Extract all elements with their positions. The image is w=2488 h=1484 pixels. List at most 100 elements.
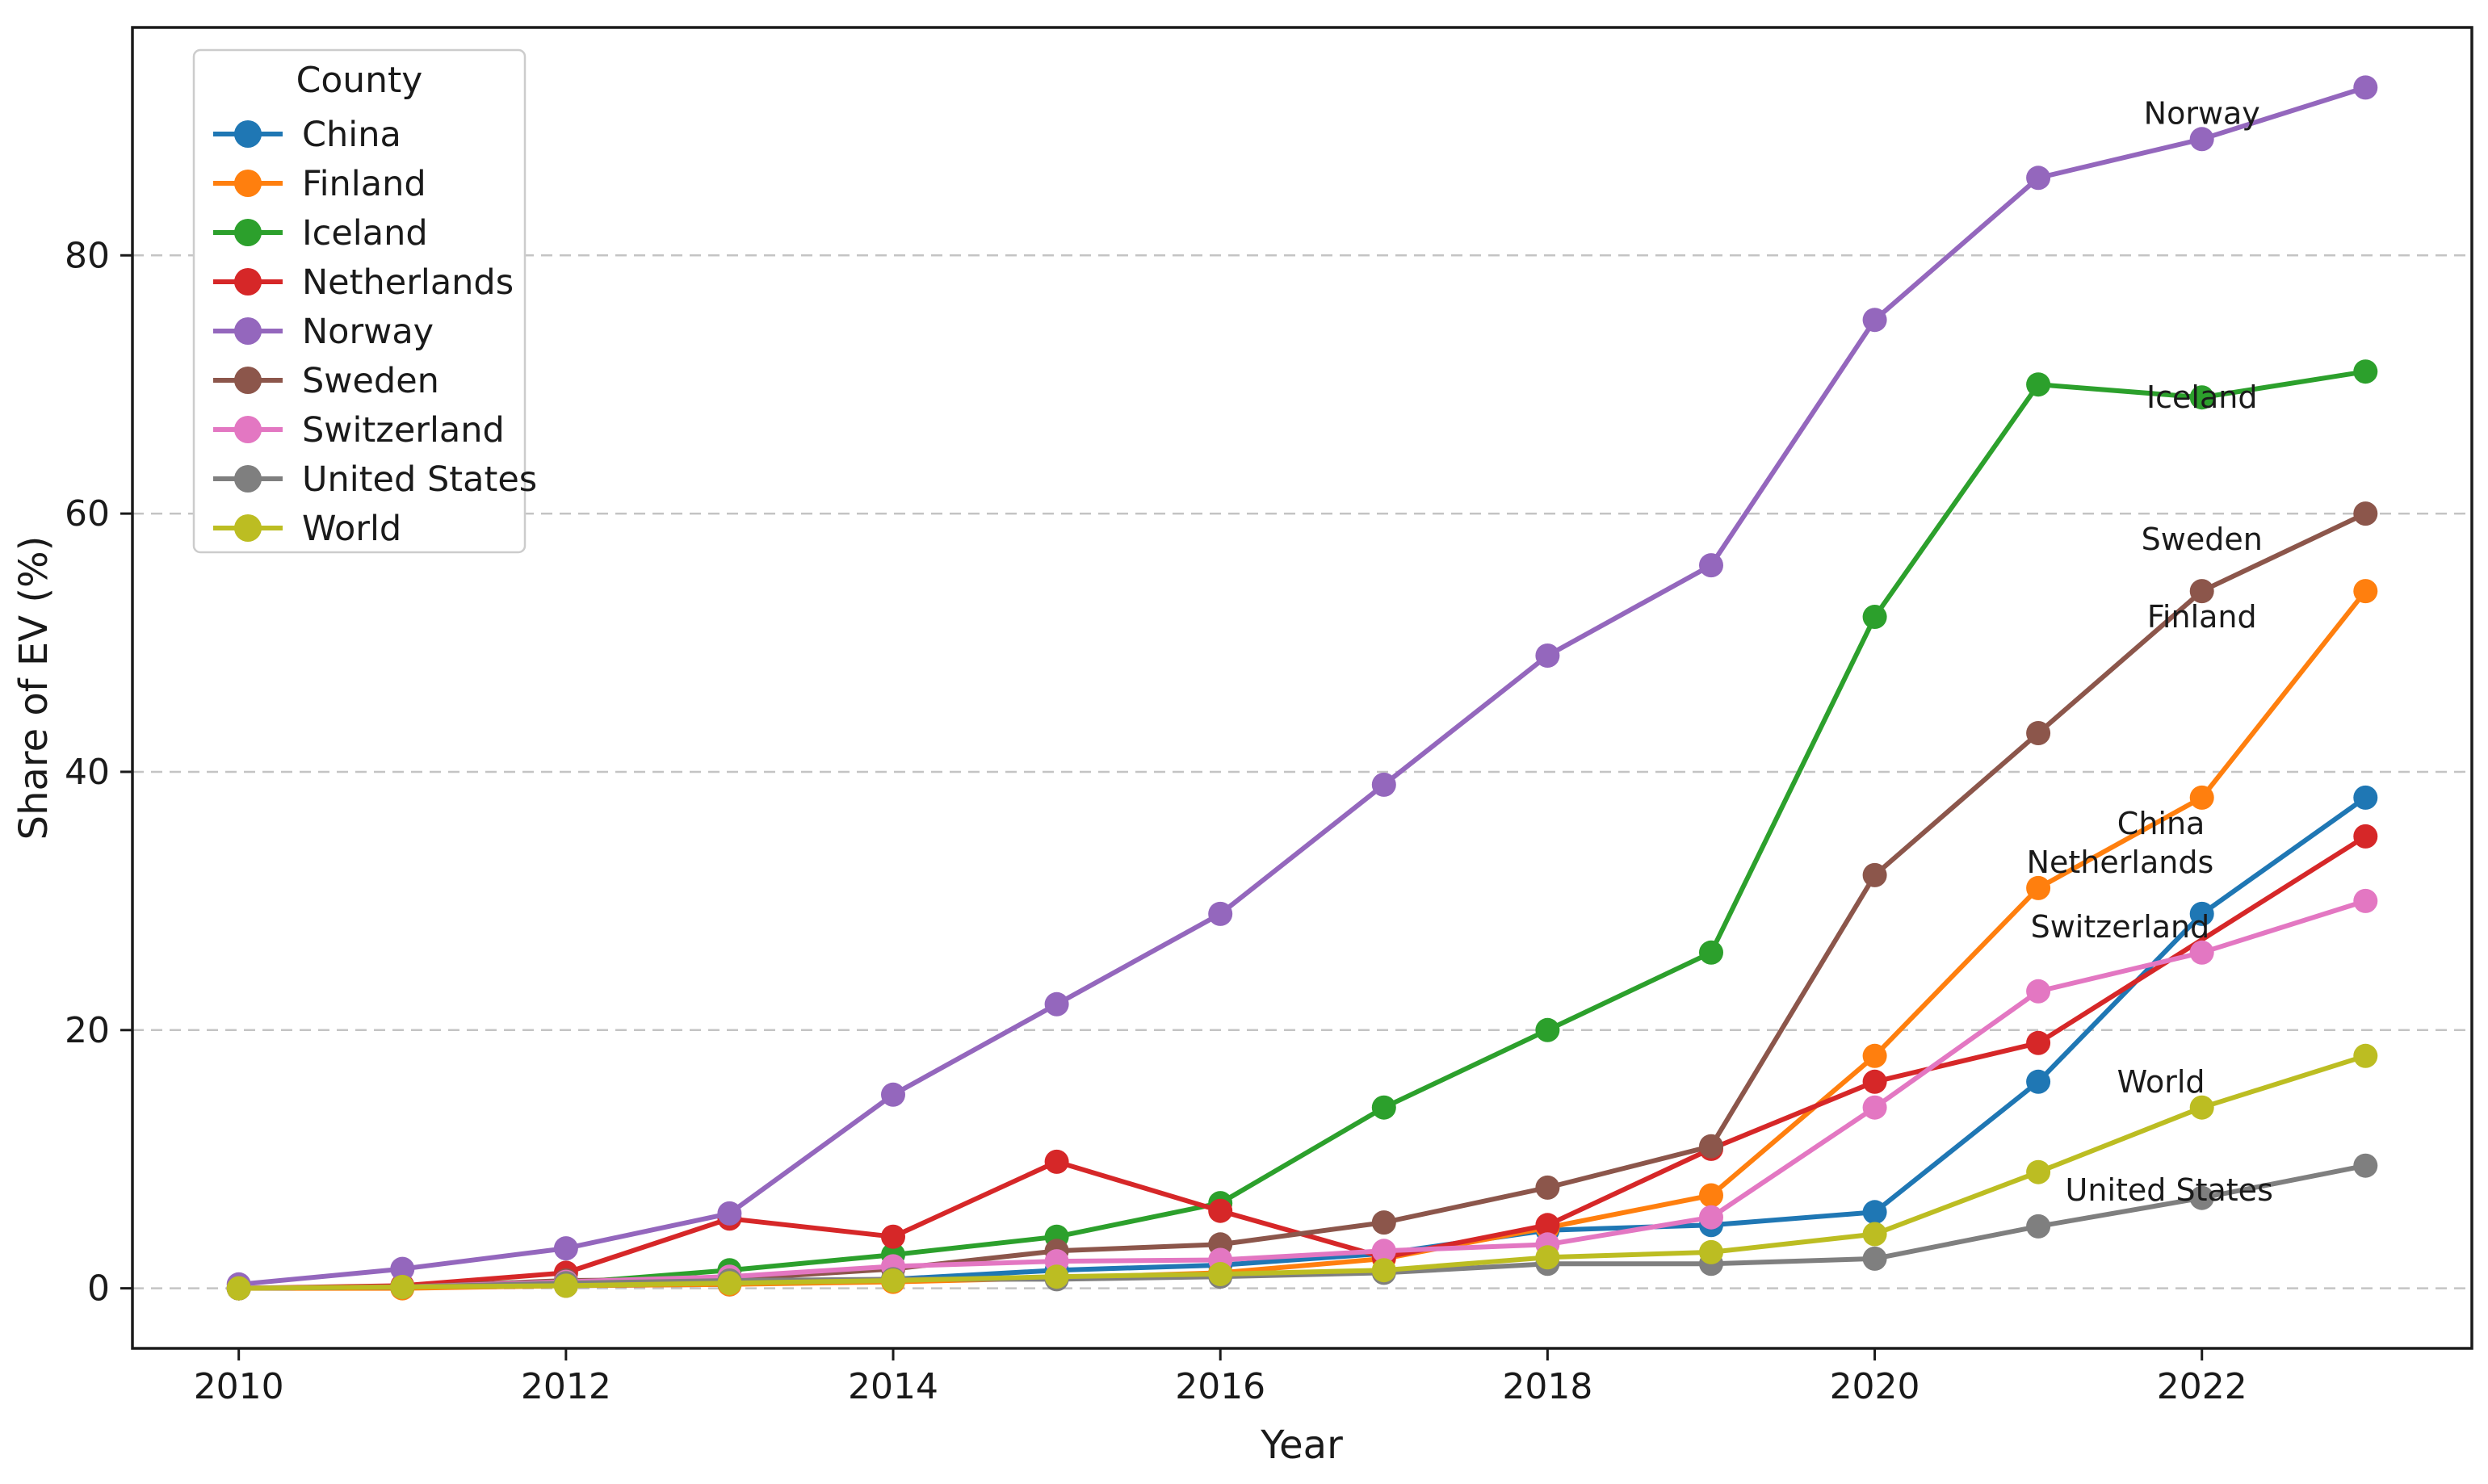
- series-marker-sweden: [1862, 862, 1887, 887]
- legend: County China Finland Iceland Netherlands Norw…: [192, 48, 537, 554]
- series-marker-china: [2189, 901, 2214, 926]
- legend-item-finland: Finland: [213, 164, 426, 204]
- series-marker-netherlands: [1535, 1213, 1560, 1238]
- legend-label-iceland: Iceland: [302, 213, 428, 254]
- annotation-united-states: United States: [2066, 1172, 2273, 1208]
- series-marker-sweden: [2353, 501, 2378, 526]
- series-marker-china: [1862, 1200, 1887, 1225]
- y-tick-label-0: 0: [87, 1268, 110, 1310]
- series-marker-netherlands: [1862, 1069, 1887, 1094]
- series-marker-norway: [390, 1256, 415, 1281]
- series-marker-netherlands: [881, 1224, 905, 1249]
- legend-swatch-marker-iceland: [234, 219, 262, 246]
- series-marker-norway: [881, 1082, 905, 1107]
- series-marker-sweden: [1699, 1134, 1723, 1159]
- annotation-norway: Norway: [2144, 95, 2260, 131]
- series-marker-norway: [553, 1236, 578, 1261]
- series-marker-iceland: [2026, 372, 2051, 397]
- series-marker-finland: [2026, 875, 2051, 900]
- y-tick-label-80: 80: [65, 235, 110, 276]
- series-marker-sweden: [1371, 1210, 1396, 1235]
- series-marker-switzerland: [1699, 1205, 1723, 1230]
- series-marker-netherlands: [1044, 1149, 1069, 1174]
- series-united-states: [226, 1153, 2378, 1301]
- series-marker-norway: [2026, 166, 2051, 191]
- legend-label-norway: Norway: [302, 312, 434, 352]
- series-marker-iceland: [1862, 605, 1887, 629]
- legend-box: [192, 48, 527, 554]
- x-tick-label-2010: 2010: [194, 1366, 284, 1407]
- x-tick-label-2012: 2012: [521, 1366, 611, 1407]
- legend-label-united-states: United States: [302, 459, 537, 500]
- series-marker-iceland: [1535, 1017, 1560, 1042]
- series-line-norway: [236, 85, 2368, 1287]
- annotation-netherlands: Netherlands: [2027, 845, 2214, 880]
- legend-label-netherlands: Netherlands: [302, 262, 514, 303]
- legend-item-norway: Norway: [213, 312, 434, 352]
- series-marker-norway: [2353, 75, 2378, 100]
- annotation-china: China: [2117, 806, 2205, 841]
- series-marker-finland: [1699, 1183, 1723, 1208]
- series-marker-norway: [1535, 643, 1560, 668]
- series-marker-finland: [2189, 785, 2214, 810]
- annotation-finland: Finland: [2147, 599, 2257, 635]
- series-marker-world: [1371, 1258, 1396, 1283]
- series-world: [226, 1043, 2378, 1301]
- y-axis-label: Share of EV (%): [11, 536, 57, 841]
- legend-item-iceland: Iceland: [213, 213, 428, 254]
- series-marker-switzerland: [2353, 888, 2378, 913]
- annotation-sweden: Sweden: [2142, 522, 2263, 557]
- series-marker-iceland: [1699, 940, 1723, 965]
- legend-item-united-states: United States: [213, 459, 537, 500]
- series-marker-norway: [1862, 308, 1887, 333]
- legend-swatch-marker-norway: [234, 317, 262, 345]
- legend-swatch-marker-switzerland: [234, 416, 262, 443]
- legend-title: County: [296, 60, 423, 101]
- legend-label-sweden: Sweden: [302, 361, 439, 401]
- x-tick-label-2016: 2016: [1175, 1366, 1265, 1407]
- series-marker-iceland: [1371, 1095, 1396, 1120]
- legend-swatch-marker-united-states: [234, 465, 262, 493]
- series-sweden: [226, 501, 2378, 1301]
- legend-label-world: World: [302, 509, 401, 549]
- series-marker-norway: [1699, 553, 1723, 578]
- series-marker-united-states: [2189, 1185, 2214, 1210]
- series-iceland: [226, 359, 2378, 1301]
- legend-label-china: China: [302, 115, 401, 155]
- x-tick-label-2014: 2014: [848, 1366, 938, 1407]
- series-marker-iceland: [2189, 385, 2214, 410]
- legend-label-finland: Finland: [302, 164, 426, 204]
- series-marker-united-states: [2353, 1153, 2378, 1178]
- series-marker-finland: [1862, 1043, 1887, 1068]
- legend-item-netherlands: Netherlands: [213, 262, 514, 303]
- legend-item-world: World: [213, 509, 401, 549]
- annotation-switzerland: Switzerland: [2031, 909, 2210, 945]
- series-layer: [226, 75, 2378, 1301]
- x-tick-label-2018: 2018: [1502, 1366, 1592, 1407]
- series-marker-world: [2026, 1159, 2051, 1184]
- legend-item-china: China: [213, 115, 401, 155]
- series-marker-world: [2189, 1095, 2214, 1120]
- series-marker-sweden: [2026, 721, 2051, 745]
- y-tick-label-60: 60: [65, 493, 110, 534]
- annotation-iceland: Iceland: [2146, 379, 2258, 415]
- series-marker-norway: [1044, 991, 1069, 1017]
- axis-ticks: 2010 2012 2014 2016 2018 2020 2022 0 20 40 60 80: [65, 235, 2247, 1407]
- series-marker-world: [1699, 1239, 1723, 1264]
- annotation-world: World: [2117, 1064, 2205, 1100]
- series-marker-switzerland: [2026, 979, 2051, 1004]
- x-tick-label-2022: 2022: [2157, 1366, 2247, 1407]
- series-marker-norway: [1371, 772, 1396, 797]
- series-marker-world: [553, 1273, 578, 1298]
- series-marker-sweden: [1535, 1175, 1560, 1200]
- series-marker-switzerland: [1371, 1239, 1396, 1264]
- series-marker-switzerland: [1862, 1095, 1887, 1120]
- series-marker-netherlands: [1208, 1198, 1233, 1223]
- x-axis-label: Year: [1260, 1423, 1343, 1468]
- legend-item-sweden: Sweden: [213, 361, 439, 401]
- legend-swatch-marker-world: [234, 514, 262, 542]
- series-marker-world: [390, 1275, 415, 1299]
- series-marker-netherlands: [2353, 824, 2378, 849]
